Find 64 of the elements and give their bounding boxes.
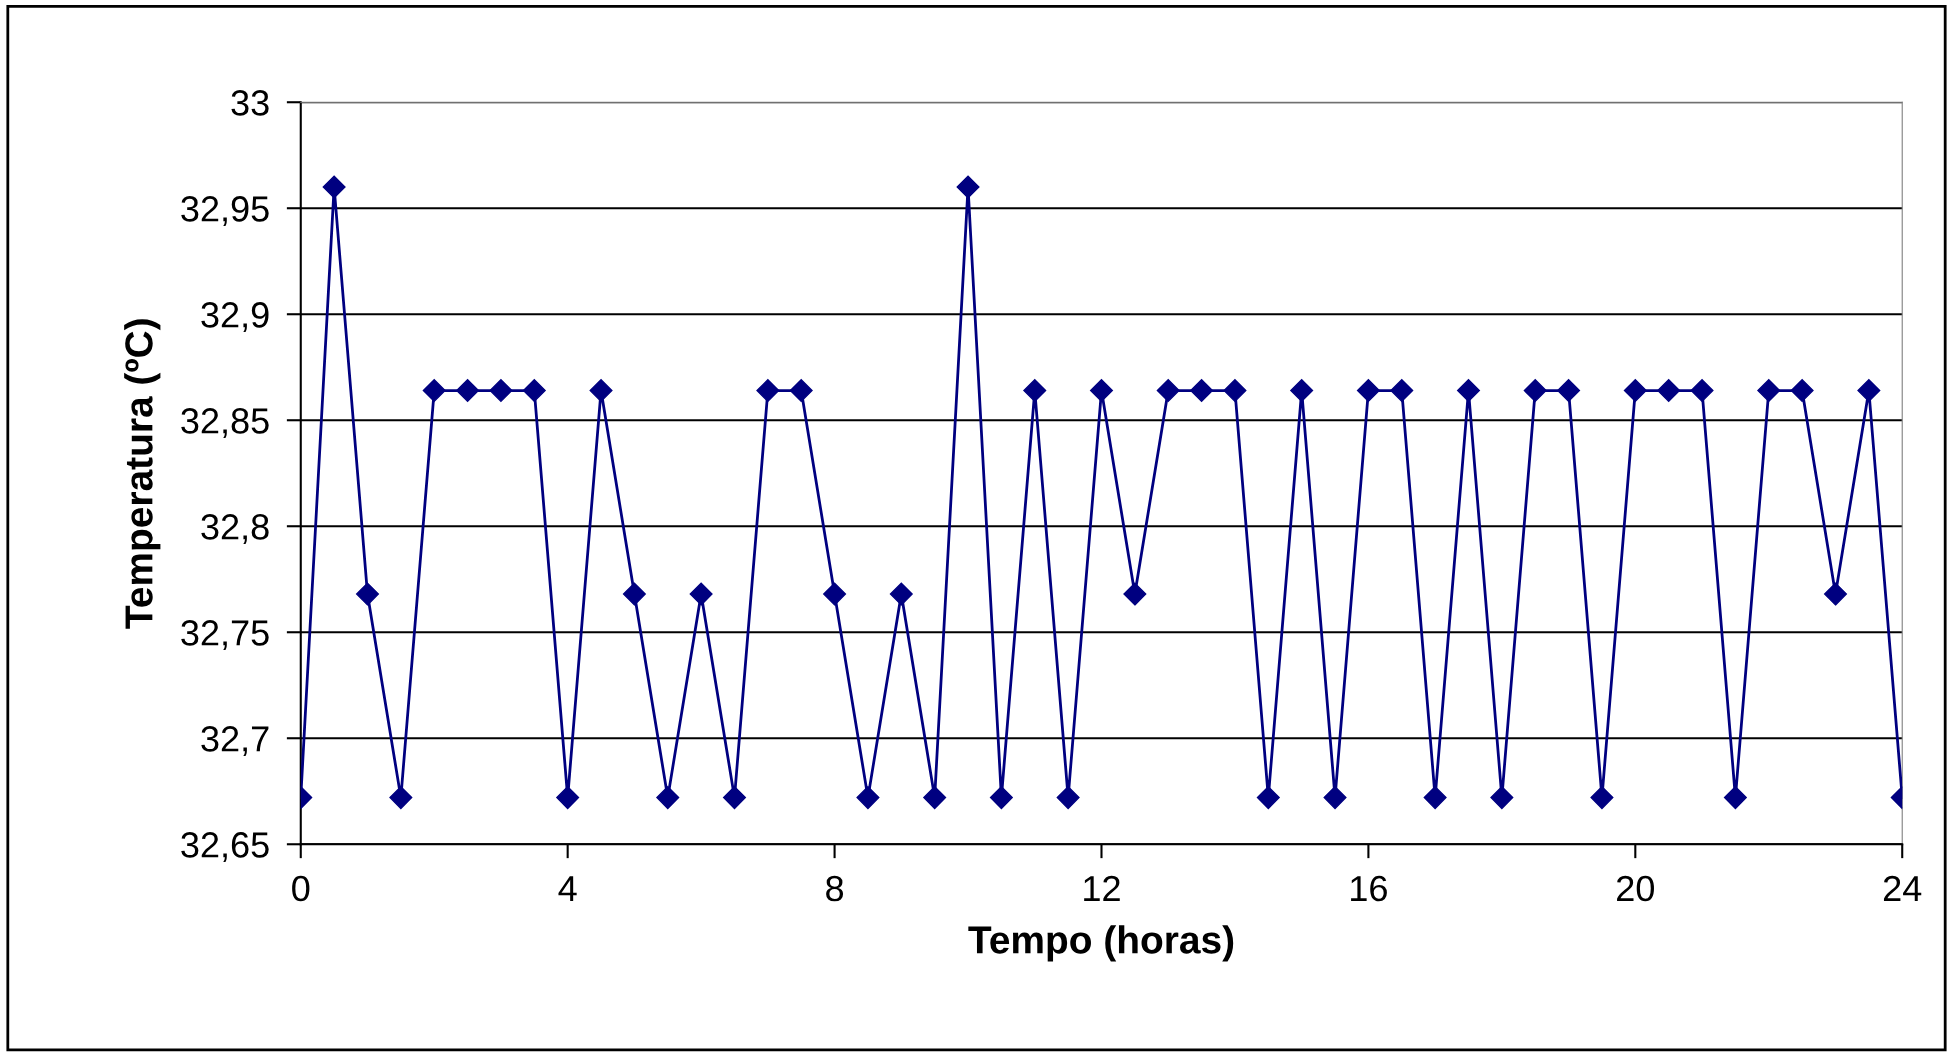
point <box>1156 379 1180 403</box>
x-tick-label: 8 <box>826 875 844 902</box>
point <box>789 379 813 403</box>
point <box>1657 379 1681 403</box>
point <box>989 786 1013 810</box>
point <box>823 582 847 606</box>
point <box>1757 379 1781 403</box>
point <box>1690 379 1714 403</box>
y-tick-label: 32,85 <box>181 408 269 438</box>
point <box>1256 786 1280 810</box>
point <box>322 175 346 199</box>
point <box>1323 786 1347 810</box>
point <box>923 786 947 810</box>
y-tick-label: 32,8 <box>201 514 269 544</box>
point <box>1490 786 1514 810</box>
point <box>1723 786 1747 810</box>
y-tick-label: 32,65 <box>181 832 269 862</box>
point <box>1356 379 1380 403</box>
point <box>1457 379 1480 403</box>
point <box>422 379 446 403</box>
x-tick-label: 0 <box>292 875 310 902</box>
point <box>1590 786 1614 810</box>
point <box>1857 379 1881 403</box>
point <box>1790 379 1814 403</box>
point <box>956 175 980 199</box>
point <box>1824 582 1847 606</box>
point <box>1023 379 1047 403</box>
point <box>1523 379 1547 403</box>
x-tick-label: 16 <box>1351 875 1387 902</box>
point <box>456 379 480 403</box>
point <box>722 786 746 810</box>
point <box>1190 379 1214 403</box>
point <box>1390 379 1414 403</box>
point <box>489 379 513 403</box>
x-axis-title: Tempo (horas) <box>968 925 1234 962</box>
y-tick-label: 32,95 <box>181 196 269 226</box>
point <box>889 582 913 606</box>
point <box>689 582 713 606</box>
x-tick-label: 4 <box>558 876 577 901</box>
point <box>756 379 780 403</box>
point <box>1623 379 1647 403</box>
y-axis-title: Temperatura (ºC) <box>124 319 161 629</box>
point <box>1056 786 1080 810</box>
point <box>1123 582 1147 606</box>
point <box>1423 786 1447 810</box>
point <box>522 379 546 403</box>
point <box>1557 379 1581 403</box>
point <box>1089 379 1113 403</box>
point <box>856 786 880 810</box>
y-tick-label: 32,9 <box>201 302 269 332</box>
point <box>355 582 379 606</box>
y-tick-label: 33 <box>231 90 269 116</box>
point <box>389 786 413 810</box>
point <box>622 582 646 606</box>
y-tick-label: 32,75 <box>181 620 269 650</box>
x-tick-label: 20 <box>1617 875 1654 902</box>
point <box>589 379 613 403</box>
point <box>1290 379 1314 403</box>
x-tick-label: 24 <box>1883 875 1922 901</box>
point <box>1223 379 1247 403</box>
point <box>556 786 580 810</box>
y-tick-label: 32,7 <box>201 726 269 756</box>
point <box>656 786 680 810</box>
x-tick-label: 12 <box>1084 875 1120 901</box>
